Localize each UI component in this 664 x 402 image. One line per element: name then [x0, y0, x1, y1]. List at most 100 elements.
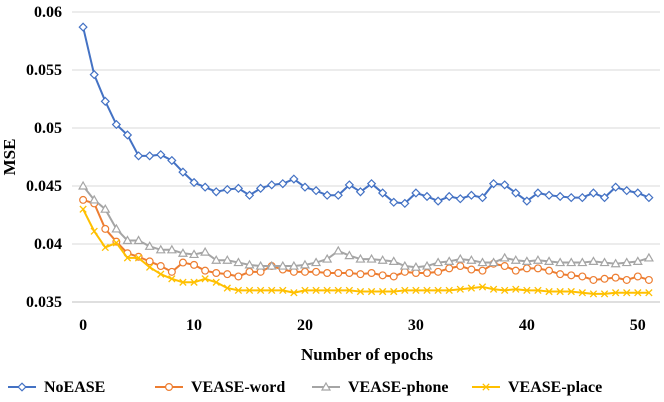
- data-point-vease-phone: [588, 256, 599, 265]
- legend-item-vease-place: VEASE-place: [472, 379, 602, 396]
- data-point-vease-phone: [488, 257, 499, 267]
- data-point-noease: [233, 183, 244, 193]
- data-point-vease-place: [489, 285, 498, 293]
- data-point-vease-phone: [433, 257, 444, 267]
- data-point-vease-phone: [599, 257, 610, 267]
- data-point-noease: [300, 182, 310, 192]
- data-point-vease-place: [212, 278, 220, 286]
- data-point-noease: [577, 192, 587, 203]
- data-point-vease-phone: [555, 257, 566, 267]
- data-point-vease-word: [167, 267, 176, 276]
- data-point-noease: [422, 191, 432, 202]
- data-point-vease-phone: [78, 180, 89, 190]
- x-tick-label: 20: [297, 317, 313, 334]
- data-point-vease-place: [456, 285, 464, 293]
- data-point-vease-place: [146, 263, 154, 271]
- data-point-vease-phone: [610, 258, 621, 268]
- data-point-vease-place: [378, 287, 387, 296]
- data-point-noease: [222, 184, 232, 195]
- data-point-vease-word: [234, 272, 243, 281]
- data-point-vease-place: [190, 278, 198, 286]
- data-point-vease-phone: [577, 257, 588, 267]
- data-point-vease-word: [500, 262, 509, 271]
- data-point-vease-word: [423, 269, 432, 278]
- data-point-vease-place: [168, 275, 176, 283]
- data-point-noease: [477, 192, 488, 203]
- data-point-noease: [267, 180, 277, 190]
- data-point-vease-phone: [532, 255, 543, 264]
- data-point-vease-word: [545, 266, 554, 275]
- data-point-vease-phone: [544, 256, 555, 265]
- data-point-vease-phone: [344, 250, 355, 260]
- data-point-vease-word: [178, 258, 187, 267]
- legend: NoEASE VEASE-word VEASE-phone VEASE-place: [8, 379, 602, 396]
- data-point-vease-word: [323, 269, 332, 278]
- data-point-vease-phone: [277, 260, 288, 270]
- data-point-vease-place: [312, 286, 320, 295]
- data-point-vease-place: [245, 286, 254, 295]
- data-point-vease-word: [533, 264, 542, 273]
- data-point-noease: [555, 191, 565, 202]
- data-point-vease-place: [401, 286, 409, 295]
- y-axis-ticks: 0.035 0.04 0.045 0.05 0.055 0.06: [26, 4, 62, 311]
- data-point-vease-word: [644, 275, 653, 284]
- y-tick-label: 0.045: [26, 178, 62, 195]
- data-point-vease-phone: [366, 253, 377, 263]
- data-point-vease-phone: [155, 244, 166, 254]
- legend-marker: [165, 383, 174, 392]
- data-point-vease-phone: [288, 260, 299, 270]
- data-point-noease: [111, 119, 122, 130]
- data-point-noease: [311, 185, 321, 196]
- data-point-vease-word: [633, 272, 642, 281]
- data-point-vease-phone: [632, 256, 643, 265]
- data-point-vease-word: [145, 257, 154, 266]
- data-point-vease-place: [112, 239, 121, 247]
- data-point-vease-word: [556, 270, 565, 279]
- data-point-vease-phone: [122, 235, 133, 245]
- data-point-vease-place: [334, 286, 342, 295]
- data-point-noease: [377, 188, 388, 198]
- x-tick-label: 10: [186, 317, 202, 334]
- data-point-vease-word: [334, 269, 343, 278]
- data-point-vease-place: [623, 289, 631, 297]
- data-point-vease-place: [412, 286, 420, 295]
- data-point-noease: [455, 194, 465, 204]
- data-point-vease-word: [212, 269, 221, 278]
- data-point-vease-place: [223, 284, 231, 292]
- series-vease-place: [79, 205, 653, 298]
- data-point-vease-phone: [499, 252, 510, 262]
- data-point-vease-place: [356, 287, 365, 296]
- data-point-vease-place: [611, 289, 620, 297]
- data-point-vease-word: [567, 271, 576, 280]
- data-point-noease: [145, 151, 155, 161]
- data-point-noease: [433, 196, 443, 206]
- data-point-vease-phone: [255, 260, 266, 270]
- data-point-vease-place: [179, 278, 187, 286]
- data-point-vease-phone: [355, 253, 366, 263]
- data-point-vease-place: [90, 227, 98, 235]
- x-tick-label: 50: [630, 317, 646, 334]
- data-point-vease-word: [578, 272, 587, 281]
- data-point-vease-place: [578, 289, 586, 297]
- data-point-vease-place: [256, 286, 265, 295]
- data-point-vease-phone: [100, 203, 111, 213]
- legend-item-noease: NoEASE: [8, 379, 105, 396]
- data-point-noease: [610, 182, 621, 192]
- data-point-vease-place: [534, 286, 542, 295]
- legend-label: NoEASE: [44, 379, 105, 396]
- data-point-noease: [89, 69, 99, 80]
- data-point-noease: [133, 151, 144, 161]
- legend-marker: [320, 381, 332, 391]
- data-point-vease-phone: [200, 246, 211, 256]
- data-point-vease-phone: [299, 259, 311, 269]
- data-point-vease-word: [223, 270, 232, 279]
- data-point-vease-place: [201, 275, 209, 283]
- y-tick-label: 0.04: [34, 236, 62, 253]
- data-point-vease-place: [134, 254, 143, 262]
- data-point-vease-phone: [399, 260, 410, 270]
- data-point-vease-place: [567, 287, 575, 296]
- series-line-noease: [82, 26, 650, 205]
- y-tick-label: 0.05: [34, 120, 62, 137]
- data-point-noease: [411, 188, 421, 198]
- data-point-vease-word: [156, 262, 165, 271]
